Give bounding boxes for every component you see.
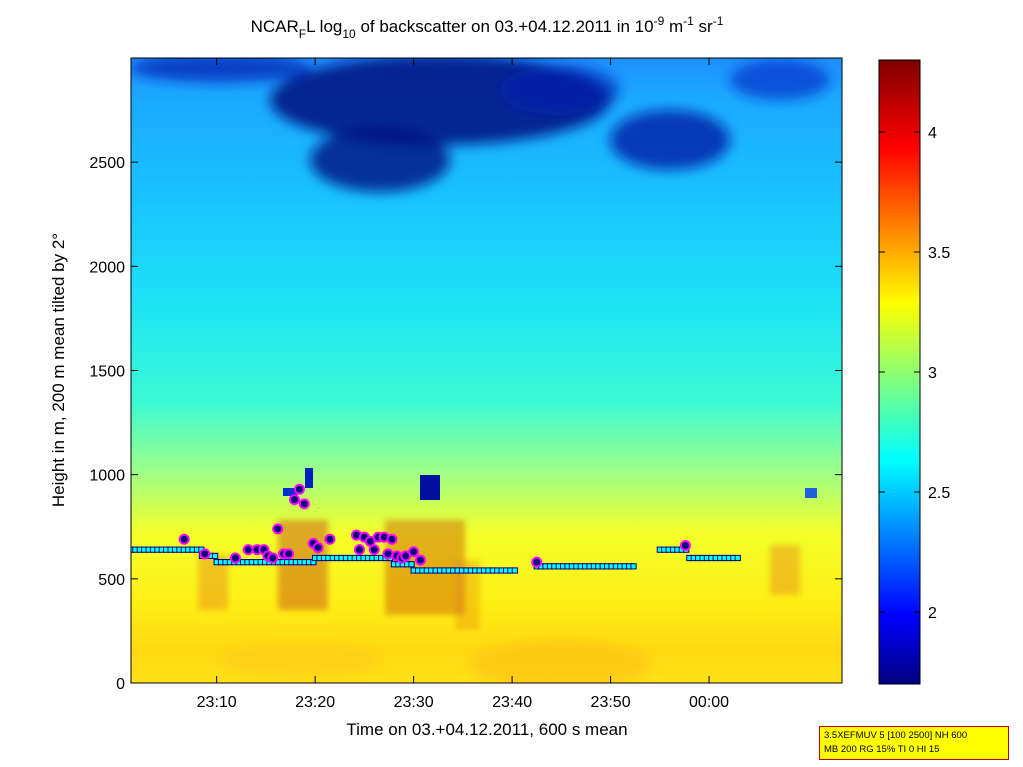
layer-top-point [679, 540, 691, 551]
x-tick-label: 23:40 [492, 694, 532, 711]
colorbar-tick-label: 3 [928, 365, 937, 382]
layer-top-point [293, 483, 305, 495]
info-line-2: MB 200 RG 15% TI 0 HI 15 [824, 744, 940, 755]
layer-top-point [272, 523, 284, 535]
layer-top-point [267, 552, 279, 564]
colorbar [878, 59, 921, 685]
chart-title: NCARFL log10 of backscatter on 03.+04.12… [251, 14, 724, 41]
layer-top-point [288, 494, 300, 506]
layer-top-point [324, 533, 336, 545]
x-axis-label: Time on 03.+04.12.2011, 600 s mean [346, 720, 627, 739]
x-tick-label: 23:10 [197, 694, 237, 711]
heatmap-area [131, 58, 842, 683]
layer-top-point [408, 546, 420, 558]
layer-line-marker [511, 567, 518, 574]
colorbar-tick-label: 2 [928, 605, 937, 622]
x-tick-label: 00:00 [689, 694, 729, 711]
blue-patches [283, 468, 817, 500]
layer-top-point [178, 533, 190, 545]
y-tick-label: 500 [98, 572, 125, 589]
colorbar-tick-label: 3.5 [928, 245, 950, 262]
x-tick-label: 23:20 [295, 694, 335, 711]
info-box: 3.5XEFMUV 5 [100 2500] NH 600 MB 200 RG … [819, 726, 1009, 760]
y-tick-label: 2500 [89, 155, 125, 172]
colorbar-tick-label: 2.5 [928, 485, 950, 502]
layer-top-point [382, 548, 394, 560]
info-line-1: 3.5XEFMUV 5 [100 2500] NH 600 [824, 730, 968, 741]
layer-line-marker [630, 563, 637, 570]
layer-top-point [415, 554, 427, 566]
warm-lower-region [220, 640, 650, 683]
layer-top-point [312, 542, 324, 554]
layer-top-point [199, 548, 211, 560]
layer-top-point [298, 498, 310, 510]
layer-top-point [283, 548, 295, 560]
y-tick-label: 2000 [89, 259, 125, 276]
layer-line-marker [408, 561, 415, 568]
y-tick-label: 1500 [89, 364, 125, 381]
layer-top-point [386, 533, 398, 545]
layer-top-point [368, 544, 380, 556]
layer-line-marker [734, 554, 741, 562]
y-tick-label: 1000 [89, 468, 125, 485]
layer-top-point [353, 544, 365, 556]
heatmap-background [131, 58, 842, 683]
layer-top-point [531, 556, 543, 568]
colorbar-ticks: 2 2.5 3 3.5 4 [879, 125, 950, 622]
colorbar-tick-label: 4 [928, 125, 937, 142]
y-tick-label: 0 [116, 676, 125, 693]
layer-top-points [178, 483, 691, 568]
y-axis: 0 500 1000 1500 2000 2500 [89, 155, 842, 693]
x-axis: 23:10 23:20 23:30 23:40 23:50 00:00 [197, 58, 729, 711]
dark-cloud-region [131, 58, 830, 192]
layer-line-marker [212, 552, 219, 560]
layer-top-point [229, 552, 241, 564]
x-tick-label: 23:50 [591, 694, 631, 711]
x-tick-label: 23:30 [394, 694, 434, 711]
y-axis-label: Height in m, 200 m mean tilted by 2° [49, 233, 68, 507]
layer-top-point [242, 544, 254, 556]
